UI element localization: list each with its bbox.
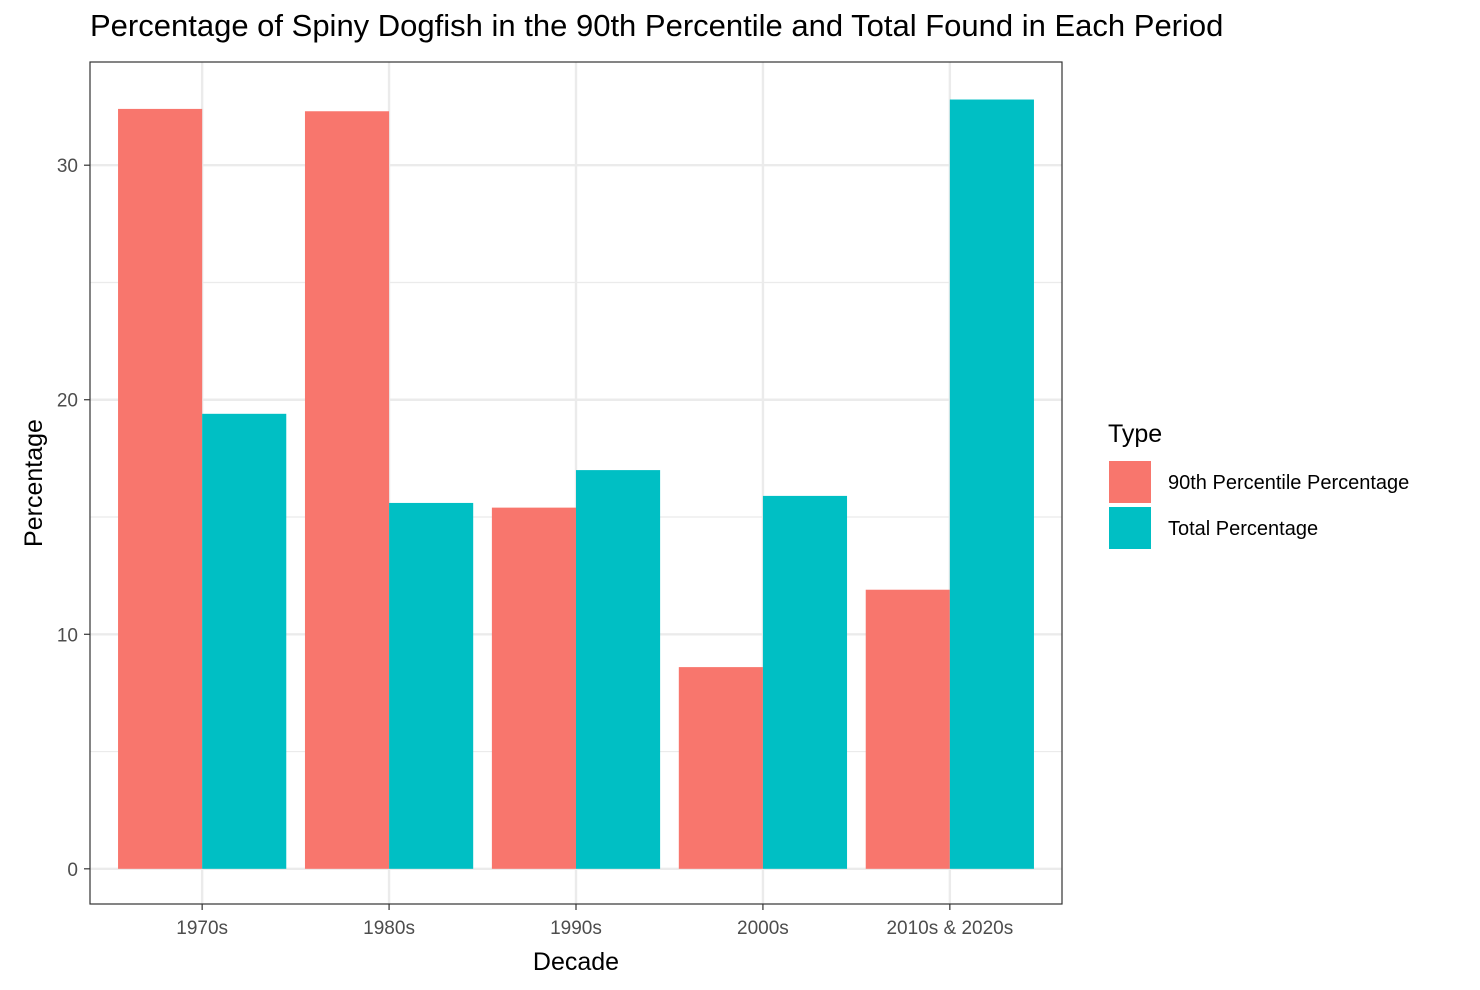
bar-1980s-series-1 [304,111,390,869]
y-tick-label: 20 [57,391,78,412]
bar-1970s-series-1 [118,108,203,869]
y-tick-label: 30 [57,156,78,177]
legend-title: Type [1108,420,1162,448]
legend-key-series-2 [1109,507,1151,549]
x-tick-label: 2010s & 2020s [886,918,1013,939]
bar-2010s-2020s-series-2 [949,99,1034,869]
bars [118,99,1034,869]
bar-2000s-series-2 [762,495,848,869]
bar-2000s-series-1 [678,667,763,869]
chart-title: Percentage of Spiny Dogfish in the 90th … [90,8,1224,43]
x-tick-label: 2000s [737,918,789,939]
x-tick-label: 1990s [550,918,602,939]
legend-key-series-1 [1109,461,1151,503]
axis-ticks: 0 10 20 30 1970s 1980s 1990s 2000s 2010s & 2020s [57,156,1013,939]
bar-1970s-series-2 [202,413,287,869]
bar-2010s-2020s-series-1 [865,589,950,869]
bar-1990s-series-1 [491,507,576,869]
x-tick-label: 1980s [363,918,415,939]
x-tick-label: 1970s [176,918,228,939]
y-axis-title: Percentage [20,419,48,547]
bar-1990s-series-2 [576,470,661,869]
bar-1980s-series-2 [389,502,474,869]
legend-label-series-1: 90th Percentile Percentage [1168,472,1409,494]
y-tick-label: 10 [57,625,78,646]
legend-label-series-2: Total Percentage [1168,518,1318,540]
y-tick-label: 0 [67,860,78,881]
x-axis-title: Decade [533,948,619,976]
legend: Type 90th Percentile Percentage Total Per… [1108,420,1409,549]
